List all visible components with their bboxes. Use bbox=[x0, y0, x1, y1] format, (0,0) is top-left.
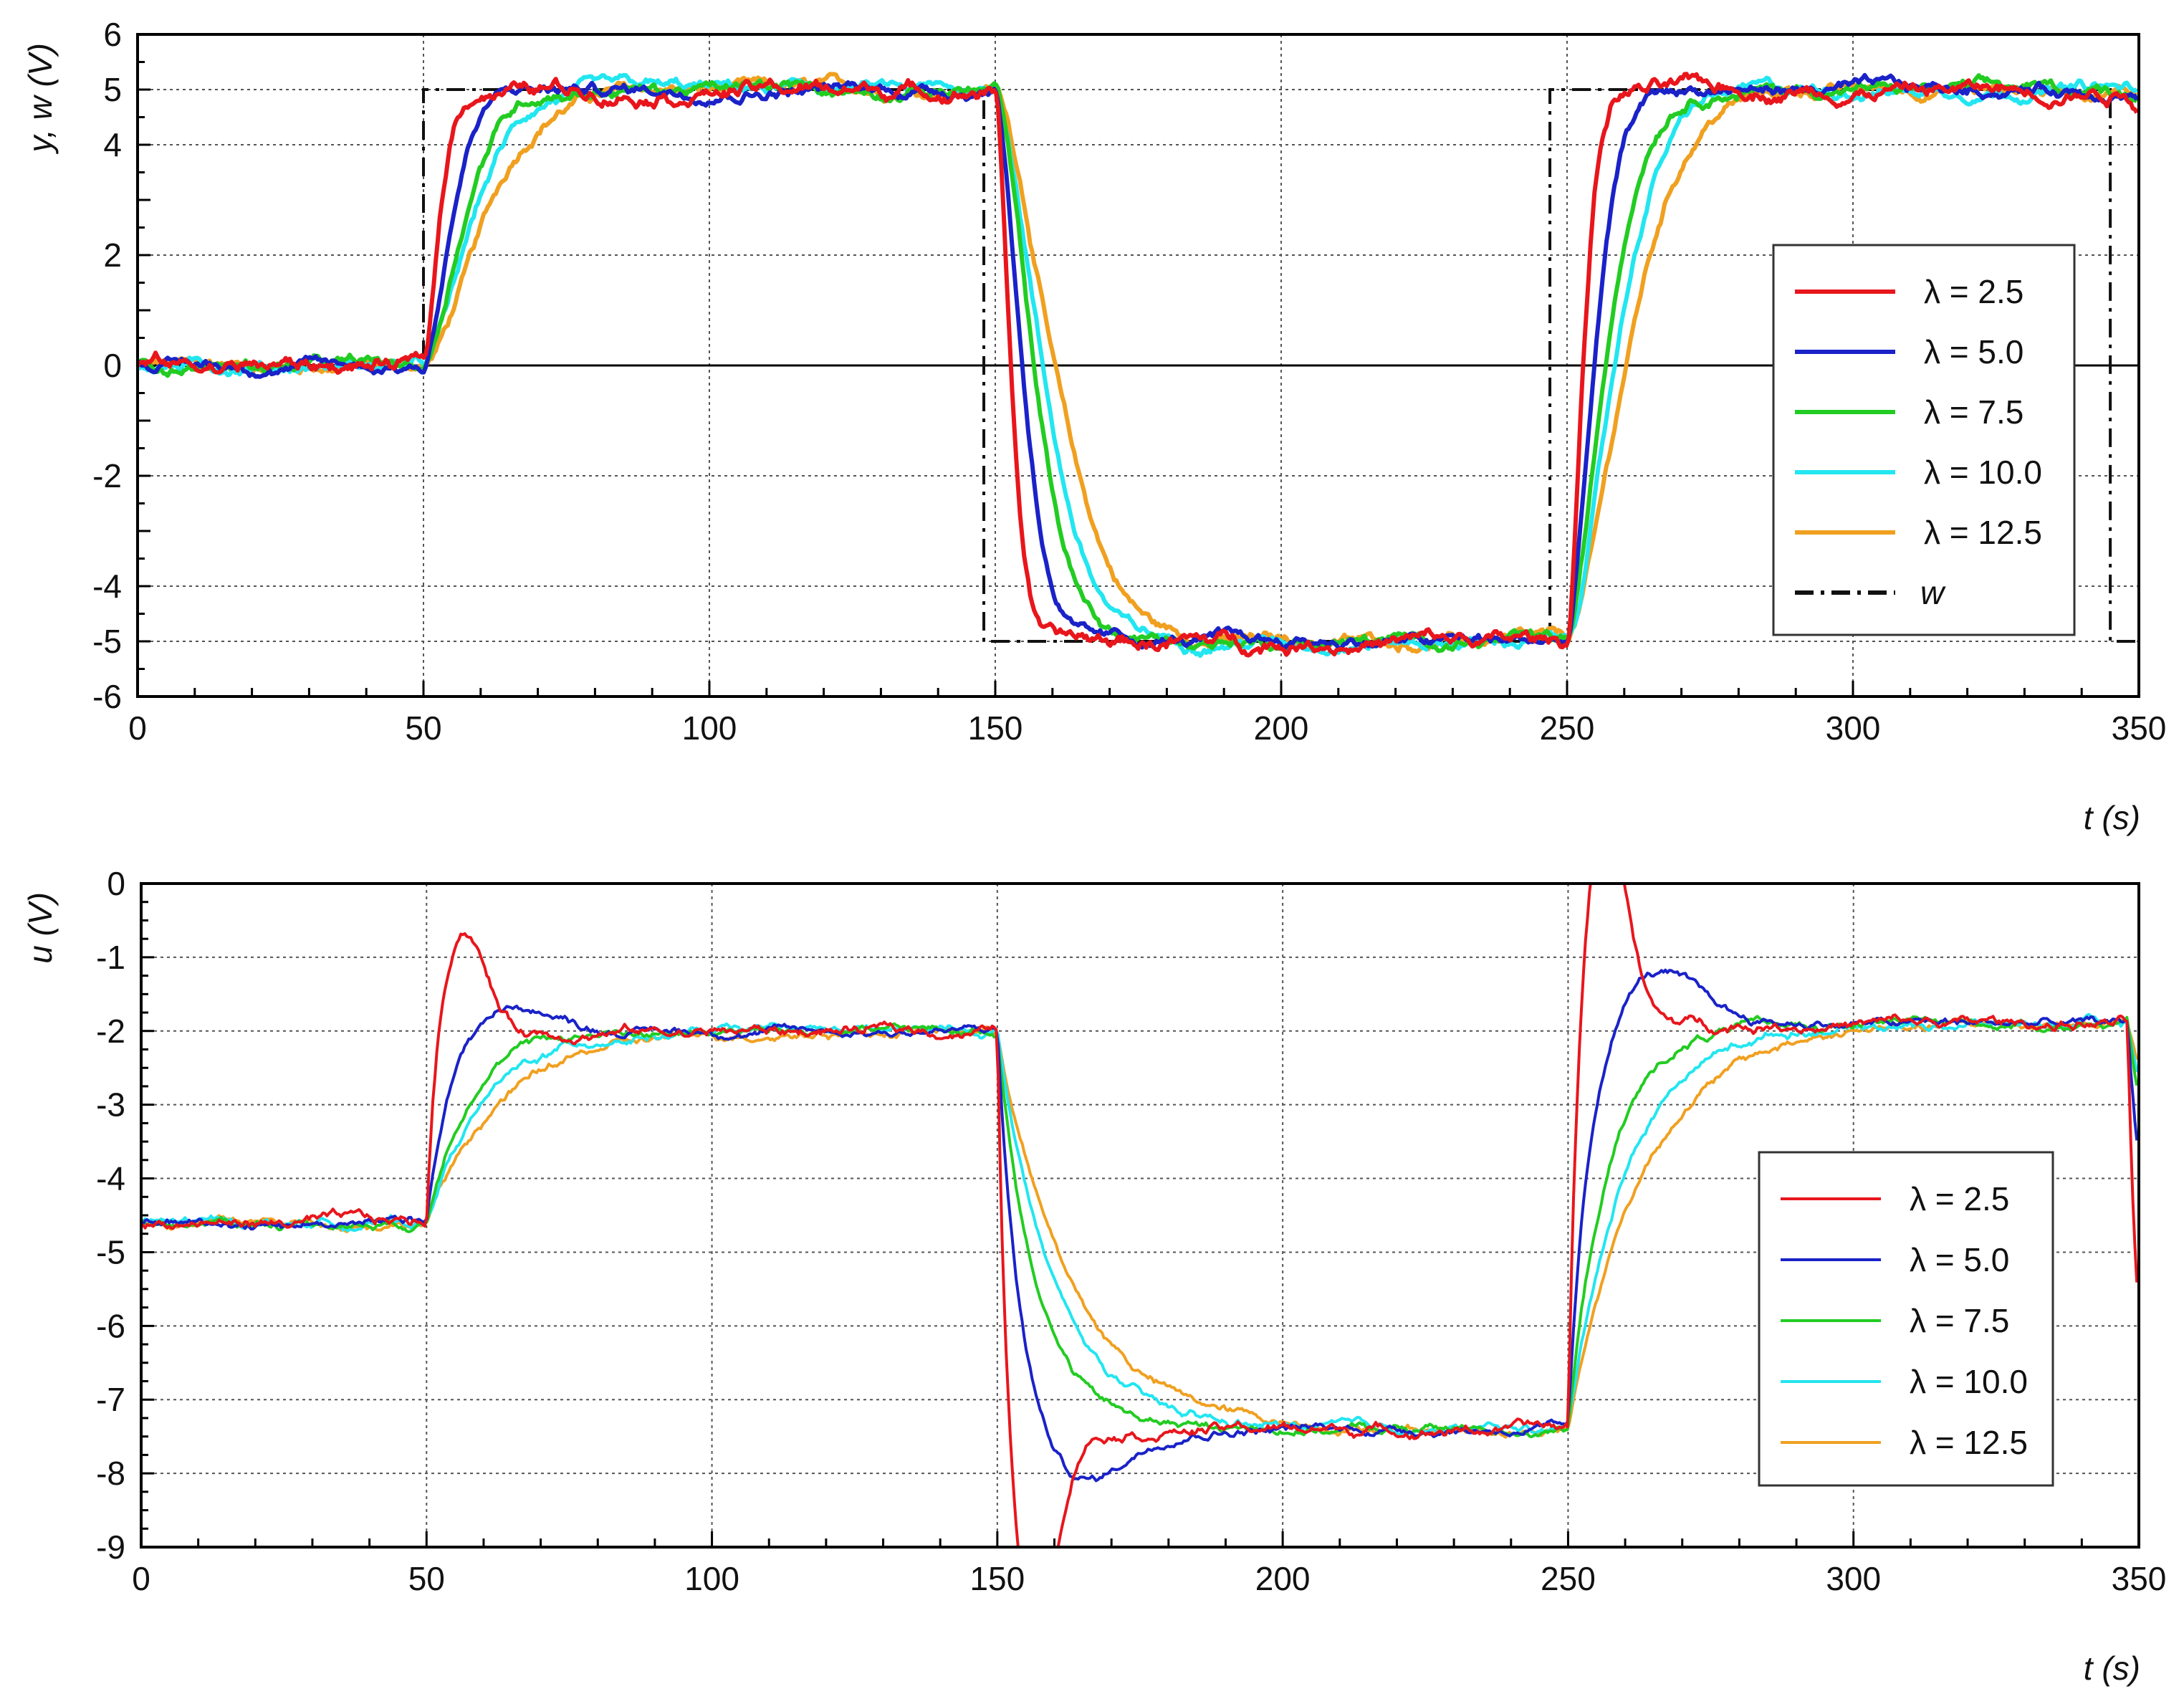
y-tick-label: -5 bbox=[96, 1233, 125, 1270]
legend-label-7-5: λ = 7.5 bbox=[1910, 1302, 2009, 1339]
y-tick-label: -5 bbox=[92, 623, 122, 660]
x-tick-label: 300 bbox=[1826, 709, 1881, 747]
y-tick-label: 0 bbox=[103, 347, 122, 384]
y-tick-label: -7 bbox=[96, 1381, 125, 1418]
y-tick-label: -6 bbox=[92, 678, 122, 715]
y-tick-label: 2 bbox=[103, 236, 122, 274]
y-tick-label: 6 bbox=[103, 16, 122, 53]
y-axis-label: y, w (V) bbox=[21, 43, 59, 154]
x-tick-label: 150 bbox=[969, 1560, 1025, 1597]
legend: λ = 2.5 λ = 5.0 λ = 7.5 λ = 10.0 λ = 12.5 w bbox=[1772, 244, 2076, 636]
y-tick-label: -9 bbox=[96, 1528, 125, 1566]
series-line-2-5 bbox=[141, 884, 2139, 1547]
top-chart-panel: 0 50 100 150 200 250 300 350 -6 -5 -4 -2 0 2 4 5 6 t (s) y… bbox=[21, 16, 2166, 836]
x-tick-label: 0 bbox=[132, 1560, 150, 1597]
legend-label-2-5: λ = 2.5 bbox=[1910, 1180, 2009, 1217]
plot-area bbox=[141, 884, 2139, 1547]
x-tick-label: 50 bbox=[405, 709, 441, 747]
x-tick-label: 100 bbox=[684, 1560, 739, 1597]
y-tick-label: 0 bbox=[107, 865, 125, 902]
x-tick-label: 150 bbox=[968, 709, 1023, 747]
y-tick-label: -4 bbox=[92, 568, 122, 605]
y-tick-label: -6 bbox=[96, 1307, 125, 1344]
x-tick-label: 300 bbox=[1826, 1560, 1881, 1597]
legend-label-12-5: λ = 12.5 bbox=[1924, 514, 2042, 551]
y-tick-label: -2 bbox=[92, 457, 122, 494]
y-axis-label: u (V) bbox=[21, 892, 59, 964]
x-tick-label: 50 bbox=[408, 1560, 445, 1597]
x-tick-label: 350 bbox=[2112, 1560, 2167, 1597]
legend-label-10: λ = 10.0 bbox=[1924, 454, 2042, 491]
legend-label-2-5: λ = 2.5 bbox=[1924, 273, 2023, 310]
legend-label-w: w bbox=[1920, 574, 1946, 611]
x-axis-label: t (s) bbox=[2084, 1650, 2140, 1687]
legend-box bbox=[1772, 244, 2076, 636]
x-tick-label: 250 bbox=[1540, 709, 1595, 747]
legend-box bbox=[1758, 1151, 2054, 1487]
plot-area bbox=[138, 72, 2139, 659]
x-tick-label: 200 bbox=[1255, 1560, 1311, 1597]
plot-frame bbox=[136, 33, 2140, 698]
x-axis-label: t (s) bbox=[2084, 799, 2140, 836]
legend-label-5: λ = 5.0 bbox=[1924, 333, 2023, 370]
y-tick-label: -8 bbox=[96, 1455, 125, 1492]
bottom-chart-panel: 0 50 100 150 200 250 300 350 -9 -8 -7 -6 -5 -4 -3 -2 -1 0… bbox=[21, 865, 2166, 1687]
y-tick-label: 4 bbox=[103, 126, 122, 163]
legend-label-10: λ = 10.0 bbox=[1910, 1363, 2028, 1400]
y-tick-label: -1 bbox=[96, 939, 125, 976]
series-line-10 bbox=[141, 1013, 2139, 1437]
legend-label-12-5: λ = 12.5 bbox=[1910, 1424, 2028, 1461]
x-tick-label: 350 bbox=[2112, 709, 2167, 747]
y-tick-label: -4 bbox=[96, 1160, 125, 1197]
legend: λ = 2.5 λ = 5.0 λ = 7.5 λ = 10.0 λ = 12.5 bbox=[1758, 1151, 2054, 1487]
x-tick-label: 100 bbox=[682, 709, 737, 747]
series-line-12-5 bbox=[141, 1017, 2139, 1439]
plot-frame bbox=[140, 882, 2140, 1549]
y-tick-label: -3 bbox=[96, 1086, 125, 1124]
reference-w-line bbox=[138, 88, 2139, 643]
legend-label-7-5: λ = 7.5 bbox=[1924, 393, 2023, 431]
series-line-2-5 bbox=[138, 72, 2139, 658]
axes: 0 50 100 150 200 250 300 350 -9 -8 -7 -6 -5 -4 -3 -2 -1 0… bbox=[21, 865, 2166, 1687]
y-tick-label: 5 bbox=[103, 71, 122, 108]
x-tick-label: 0 bbox=[128, 709, 147, 747]
axes: 0 50 100 150 200 250 300 350 -6 -5 -4 -2 0 2 4 5 6 t (s) y… bbox=[21, 16, 2166, 836]
y-tick-label: -2 bbox=[96, 1013, 125, 1050]
x-tick-label: 200 bbox=[1254, 709, 1309, 747]
legend-label-5: λ = 5.0 bbox=[1910, 1241, 2009, 1278]
x-tick-label: 250 bbox=[1541, 1560, 1596, 1597]
series-line-5 bbox=[141, 968, 2139, 1483]
